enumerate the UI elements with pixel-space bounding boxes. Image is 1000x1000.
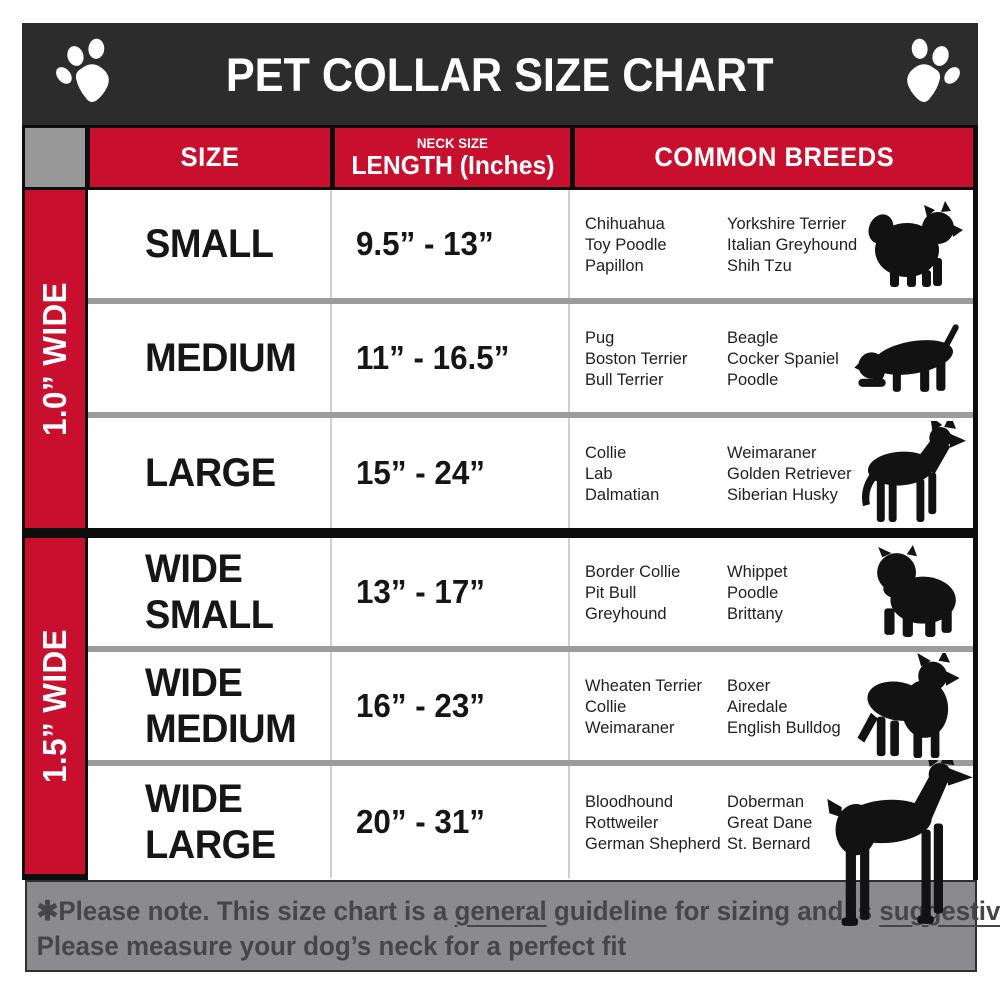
breeds-cell: Collie Lab Dalmatian Weimaraner Golden R… [570, 418, 973, 528]
section-divider [88, 528, 973, 538]
row-divider [88, 298, 973, 304]
column-header-neck-sub: NECK SIZE [417, 135, 488, 151]
column-header-breeds: COMMON BREEDS [575, 128, 973, 187]
paw-print-icon [907, 38, 960, 103]
neck-cell: 20” - 31” [330, 766, 570, 878]
table-row: SMALL 9.5” - 13” Chihuahua Toy Poodle Pa… [88, 190, 973, 298]
size-cell: WIDE SMALL [88, 538, 330, 646]
pitbull-silhouette [857, 653, 960, 759]
column-header-neck-main: LENGTH (Inches) [350, 150, 555, 180]
size-label: WIDE LARGE [145, 777, 276, 867]
size-label: WIDE SMALL [145, 547, 274, 637]
footer-note-line2: Please measure your dog’s neck for a per… [36, 931, 627, 961]
neck-cell: 11” - 16.5” [330, 304, 570, 412]
neck-range: 9.5” - 13” [356, 225, 494, 262]
size-label: WIDE MEDIUM [145, 661, 297, 751]
neck-cell: 16” - 23” [330, 652, 570, 760]
breed-list-secondary: Yorkshire Terrier Italian Greyhound Shih… [727, 213, 858, 275]
footer-note-mid: guideline for sizing and is [546, 896, 880, 926]
table-row: WIDE MEDIUM 16” - 23” Wheaten Terrier Co… [88, 652, 973, 760]
neck-cell: 13” - 17” [330, 538, 570, 646]
size-label: SMALL [145, 222, 274, 266]
table-row: MEDIUM 11” - 16.5” Pug Boston Terrier Bu… [88, 304, 973, 412]
footer-note-underline-general: general [454, 896, 547, 926]
size-cell: MEDIUM [88, 304, 330, 412]
neck-cell: 15” - 24” [330, 418, 570, 528]
width-band-1-5-inch-label: 1.5” WIDE [36, 628, 74, 784]
doberman-silhouette [827, 760, 973, 926]
table-row: WIDE LARGE 20” - 31” Bloodhound Rottweil… [88, 766, 973, 878]
page-title: PET COLLAR SIZE CHART [226, 47, 774, 101]
breed-list-secondary: Beagle Cocker Spaniel Poodle [727, 327, 839, 389]
width-band-1-inch-label: 1.0” WIDE [36, 281, 74, 437]
neck-range: 20” - 31” [356, 803, 485, 840]
breed-list-primary: Chihuahua Toy Poodle Papillon [585, 213, 667, 275]
breeds-cell: Pug Boston Terrier Bull Terrier Beagle C… [570, 304, 973, 412]
neck-range: 15” - 24” [356, 454, 485, 491]
table-row: WIDE SMALL 13” - 17” Border Collie Pit B… [88, 538, 973, 646]
breeds-cell: Border Collie Pit Bull Greyhound Whippet… [570, 538, 973, 646]
neck-cell: 9.5” - 13” [330, 190, 570, 298]
right-border [973, 125, 978, 880]
title-bar: PET COLLAR SIZE CHART [22, 23, 978, 125]
row-divider [88, 412, 973, 418]
breed-list-secondary: Doberman Great Dane St. Bernard [727, 791, 813, 853]
row-divider [88, 646, 973, 652]
breed-list-secondary: Weimaraner Golden Retriever Siberian Hus… [727, 442, 852, 504]
breeds-cell: Chihuahua Toy Poodle Papillon Yorkshire … [570, 190, 973, 298]
breed-list-secondary: Boxer Airedale English Bulldog [727, 675, 841, 737]
size-cell: WIDE LARGE [88, 766, 330, 878]
column-header-size: SIZE [90, 128, 330, 187]
width-band-1-inch: 1.0” WIDE [25, 190, 85, 528]
paw-print-icon [56, 38, 109, 103]
footer-note-prefix: ✱Please note. This size chart is a [36, 896, 455, 926]
footer-note-bar: ✱Please note. This size chart is a gener… [25, 880, 1000, 972]
column-header-neck: NECK SIZE LENGTH (Inches) [335, 128, 570, 187]
breeds-cell: Bloodhound Rottweiler German Shepherd Do… [570, 766, 973, 878]
size-cell: SMALL [88, 190, 330, 298]
dachshund-silhouette [854, 324, 959, 392]
size-label: LARGE [145, 451, 276, 495]
neck-range: 11” - 16.5” [356, 339, 510, 376]
table-row: LARGE 15” - 24” Collie Lab Dalmatian Wei… [88, 418, 973, 528]
footer-note: ✱Please note. This size chart is a gener… [27, 882, 1000, 964]
neck-range: 16” - 23” [356, 687, 485, 724]
breed-list-primary: Bloodhound Rottweiler German Shepherd [585, 791, 721, 853]
width-band-1-5-inch: 1.5” WIDE [25, 538, 85, 874]
size-cell: WIDE MEDIUM [88, 652, 330, 760]
column-header-breeds-label: COMMON BREEDS [654, 142, 894, 172]
size-cell: LARGE [88, 418, 330, 528]
breed-list-primary: Pug Boston Terrier Bull Terrier [585, 327, 688, 389]
row-divider [88, 760, 973, 766]
breed-list-primary: Collie Lab Dalmatian [585, 442, 660, 504]
neck-range: 13” - 17” [356, 573, 485, 610]
german-shepherd-silhouette [861, 421, 966, 523]
breeds-cell: Wheaten Terrier Collie Weimaraner Boxer … [570, 652, 973, 760]
corner-cell [25, 128, 85, 187]
column-header-size-label: SIZE [180, 142, 240, 172]
size-label: MEDIUM [145, 336, 297, 380]
pomeranian-silhouette [868, 201, 963, 287]
breed-list-primary: Border Collie Pit Bull Greyhound [585, 561, 681, 623]
breed-list-primary: Wheaten Terrier Collie Weimaraner [585, 675, 703, 737]
breed-list-secondary: Whippet Poodle Brittany [727, 561, 788, 623]
bulldog-silhouette [877, 545, 956, 637]
